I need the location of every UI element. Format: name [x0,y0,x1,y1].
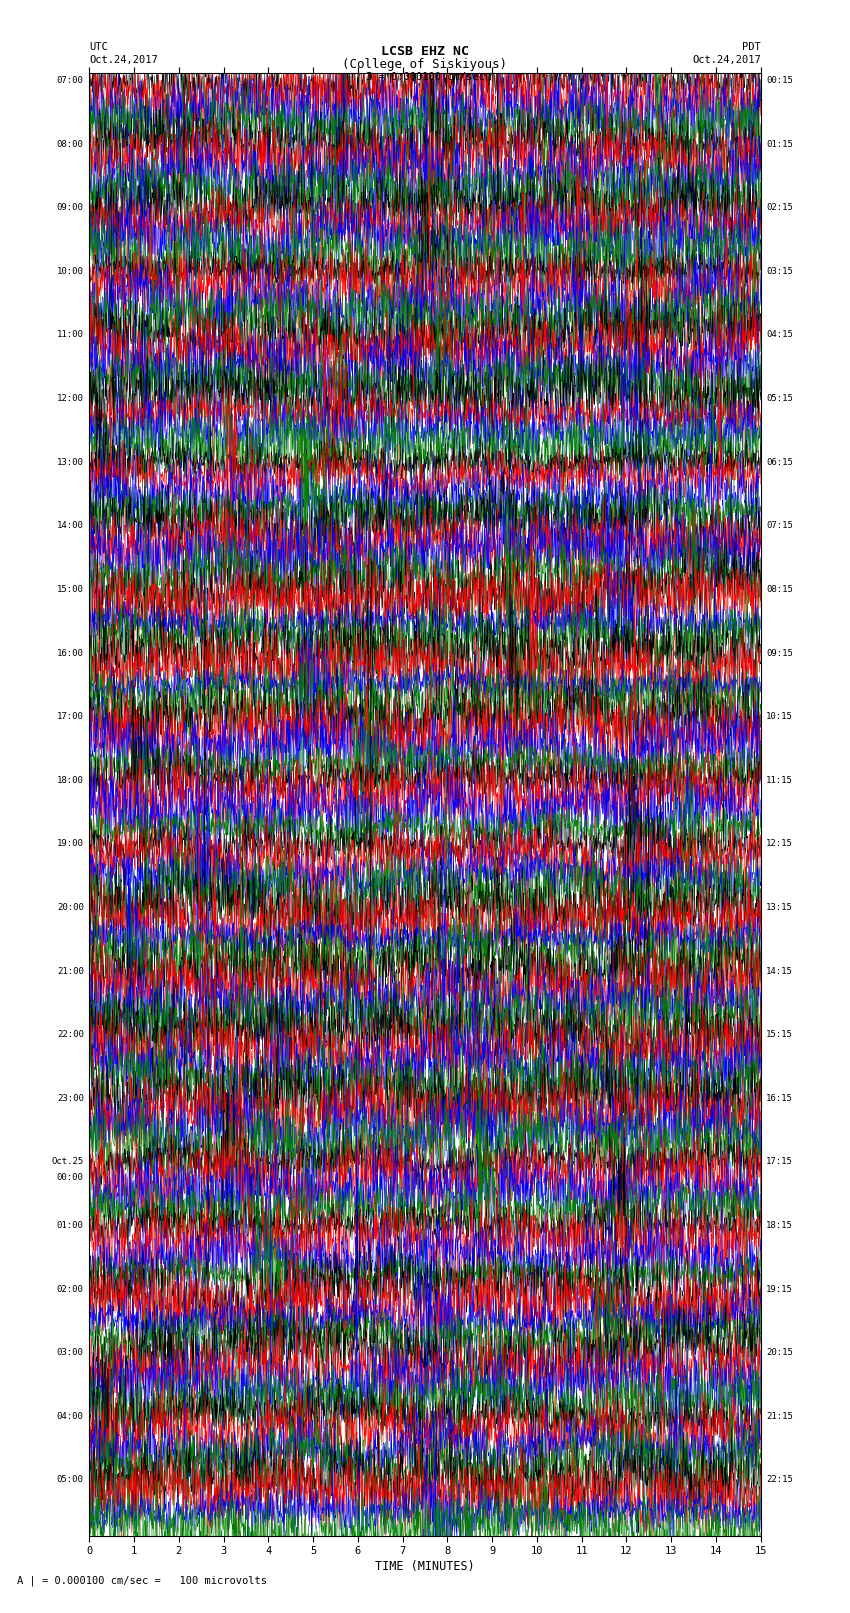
Text: 21:00: 21:00 [57,966,83,976]
Text: 14:00: 14:00 [57,521,83,531]
X-axis label: TIME (MINUTES): TIME (MINUTES) [375,1560,475,1573]
Text: 21:15: 21:15 [767,1411,793,1421]
Text: 13:00: 13:00 [57,458,83,466]
Text: 18:00: 18:00 [57,776,83,786]
Text: 20:15: 20:15 [767,1348,793,1357]
Text: 15:00: 15:00 [57,586,83,594]
Text: 16:15: 16:15 [767,1094,793,1103]
Text: 05:00: 05:00 [57,1476,83,1484]
Text: I = 0.000100 cm/sec: I = 0.000100 cm/sec [366,73,484,82]
Text: 13:15: 13:15 [767,903,793,911]
Text: 03:00: 03:00 [57,1348,83,1357]
Text: Oct.24,2017: Oct.24,2017 [89,55,158,65]
Text: 12:00: 12:00 [57,394,83,403]
Text: 23:00: 23:00 [57,1094,83,1103]
Text: 10:00: 10:00 [57,266,83,276]
Text: 16:00: 16:00 [57,648,83,658]
Text: 07:00: 07:00 [57,76,83,85]
Text: 07:15: 07:15 [767,521,793,531]
Text: 17:15: 17:15 [767,1158,793,1166]
Text: 12:15: 12:15 [767,839,793,848]
Text: 03:15: 03:15 [767,266,793,276]
Text: UTC: UTC [89,42,108,52]
Text: 19:00: 19:00 [57,839,83,848]
Text: 08:15: 08:15 [767,586,793,594]
Text: Oct.25: Oct.25 [52,1158,83,1166]
Text: 06:15: 06:15 [767,458,793,466]
Text: 01:15: 01:15 [767,140,793,148]
Text: Oct.24,2017: Oct.24,2017 [692,55,761,65]
Text: 14:15: 14:15 [767,966,793,976]
Text: 19:15: 19:15 [767,1284,793,1294]
Text: 05:15: 05:15 [767,394,793,403]
Text: LCSB EHZ NC: LCSB EHZ NC [381,45,469,58]
Text: 04:15: 04:15 [767,331,793,339]
Text: 10:15: 10:15 [767,711,793,721]
Text: 15:15: 15:15 [767,1031,793,1039]
Text: A | = 0.000100 cm/sec =   100 microvolts: A | = 0.000100 cm/sec = 100 microvolts [17,1576,267,1586]
Text: 00:00: 00:00 [57,1173,83,1182]
Text: 02:00: 02:00 [57,1284,83,1294]
Text: (College of Siskiyous): (College of Siskiyous) [343,58,507,71]
Text: 17:00: 17:00 [57,711,83,721]
Text: 09:00: 09:00 [57,203,83,213]
Text: 20:00: 20:00 [57,903,83,911]
Text: 22:00: 22:00 [57,1031,83,1039]
Text: 09:15: 09:15 [767,648,793,658]
Text: 22:15: 22:15 [767,1476,793,1484]
Text: 02:15: 02:15 [767,203,793,213]
Text: 00:15: 00:15 [767,76,793,85]
Text: 01:00: 01:00 [57,1221,83,1231]
Text: 11:00: 11:00 [57,331,83,339]
Text: PDT: PDT [742,42,761,52]
Text: 18:15: 18:15 [767,1221,793,1231]
Text: 04:00: 04:00 [57,1411,83,1421]
Text: 08:00: 08:00 [57,140,83,148]
Text: 11:15: 11:15 [767,776,793,786]
